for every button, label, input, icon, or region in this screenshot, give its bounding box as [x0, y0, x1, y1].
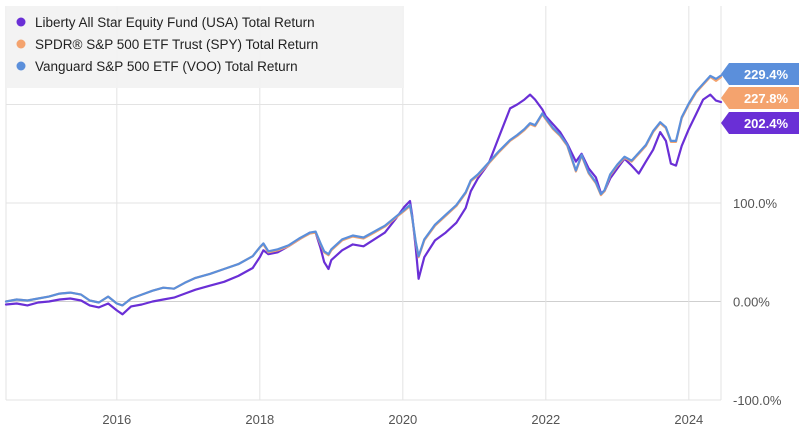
y-tick-label: 0.00% [733, 295, 770, 310]
legend-label: Vanguard S&P 500 ETF (VOO) Total Return [35, 59, 298, 74]
legend-label: Liberty All Star Equity Fund (USA) Total… [35, 15, 315, 30]
end-value-label: 202.4% [744, 116, 789, 131]
end-value-flag [721, 112, 799, 134]
axes: -100.0% 0.00% 100.0% 2016 2018 2020 2022 2024 [102, 196, 781, 427]
series-lines [4, 74, 723, 316]
x-tick-label: 2016 [102, 412, 131, 427]
end-value-label: 227.8% [744, 91, 789, 106]
end-value-flag [721, 63, 799, 85]
end-labels: 229.4% 227.8% 202.4% [721, 63, 799, 134]
end-value-label: 229.4% [744, 67, 789, 82]
x-tick-label: 2018 [245, 412, 274, 427]
legend: Liberty All Star Equity Fund (USA) Total… [6, 6, 404, 88]
y-tick-label: 100.0% [733, 196, 778, 211]
legend-label: SPDR® S&P 500 ETF Trust (SPY) Total Retu… [35, 37, 318, 52]
legend-marker [16, 17, 26, 27]
legend-box [6, 6, 404, 88]
series-line-0 [4, 93, 723, 316]
legend-marker [16, 61, 26, 71]
legend-marker [16, 39, 26, 49]
x-tick-label: 2020 [388, 412, 417, 427]
x-tick-label: 2022 [531, 412, 560, 427]
series-line-1 [4, 75, 723, 307]
y-tick-label: -100.0% [733, 393, 782, 408]
x-tick-label: 2024 [674, 412, 703, 427]
end-value-flag [721, 87, 799, 109]
series-line-2 [4, 74, 723, 307]
